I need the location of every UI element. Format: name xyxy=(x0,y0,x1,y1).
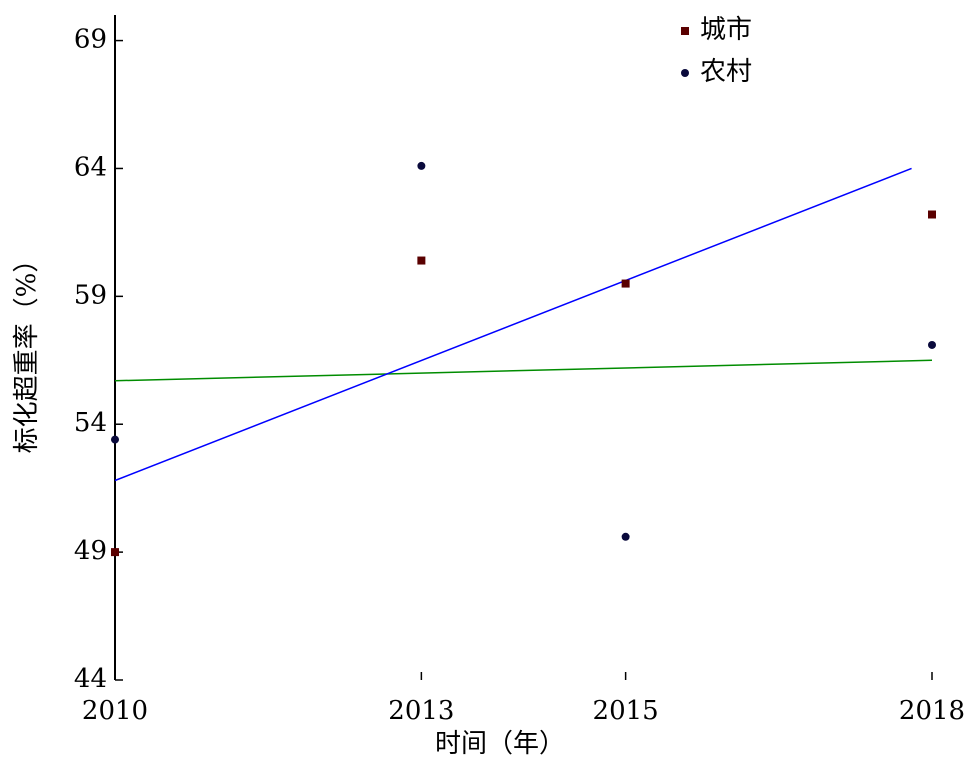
legend-marker xyxy=(681,27,689,35)
y-tick-label: 44 xyxy=(74,664,107,694)
point xyxy=(928,210,936,219)
point xyxy=(111,548,119,557)
legend-marker xyxy=(681,69,689,77)
legend-label: 城市 xyxy=(700,15,752,45)
x-tick-label: 2010 xyxy=(82,696,148,726)
y-axis-label: 标化超重率（%） xyxy=(12,247,42,454)
y-tick-label: 54 xyxy=(74,408,107,438)
trend-line xyxy=(114,359,933,382)
y-tick-label: 64 xyxy=(74,152,107,182)
trend-line xyxy=(114,167,912,482)
point xyxy=(417,161,426,170)
x-axis-label: 时间（年） xyxy=(435,729,565,759)
point xyxy=(928,340,936,349)
x-tick-label: 2013 xyxy=(388,696,454,726)
x-tick-label: 2018 xyxy=(899,696,965,726)
point xyxy=(621,279,630,288)
y-tick-label: 49 xyxy=(74,536,107,566)
legend-label: 农村 xyxy=(700,57,752,87)
y-tick-label: 69 xyxy=(74,25,107,55)
point xyxy=(111,435,119,444)
y-tick-label: 59 xyxy=(74,280,107,310)
point xyxy=(417,256,426,265)
x-tick-label: 2015 xyxy=(593,696,659,726)
point xyxy=(621,532,630,541)
